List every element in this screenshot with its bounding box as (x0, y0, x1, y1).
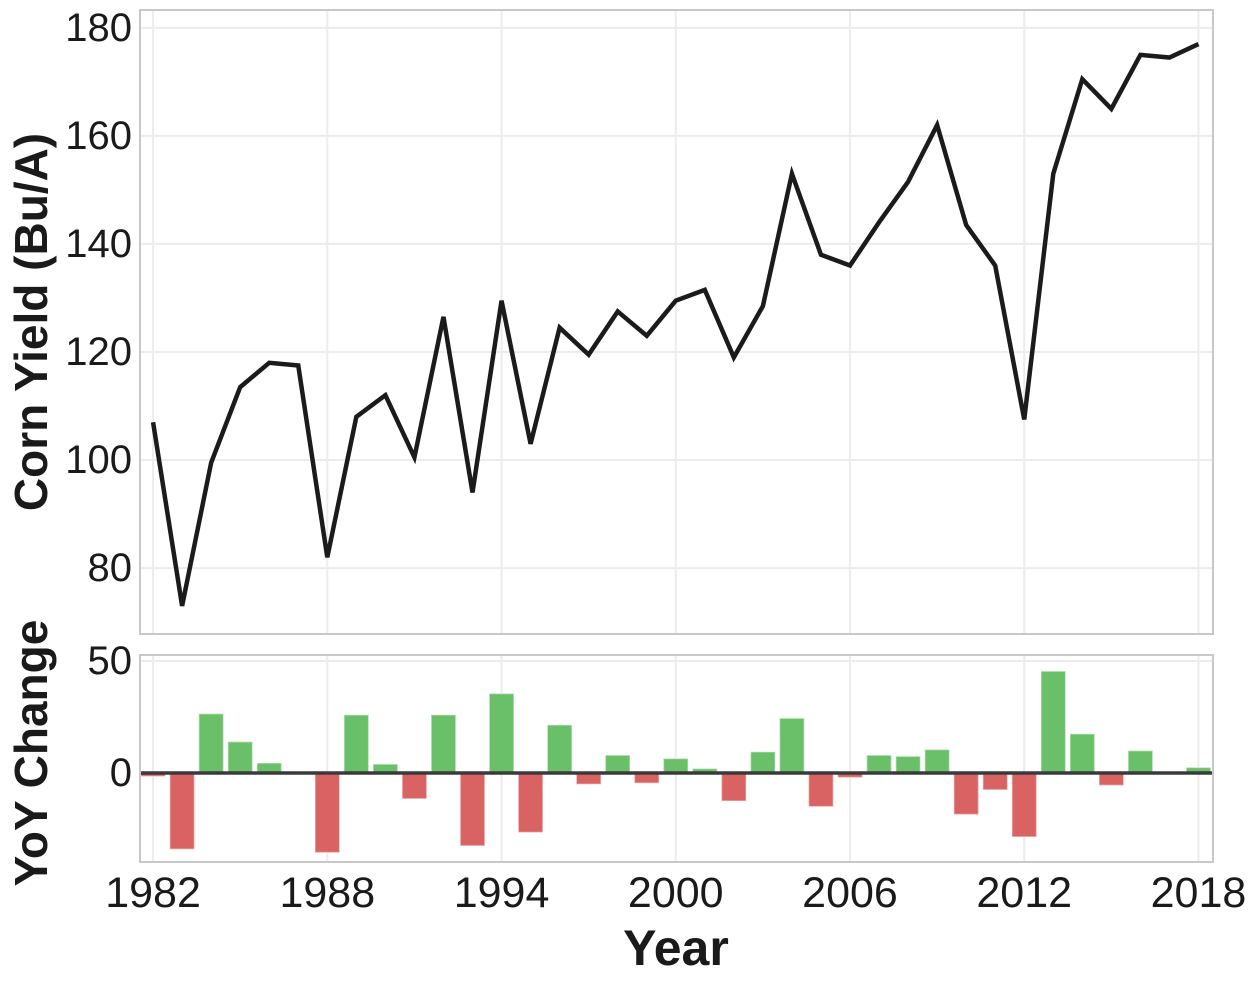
yoy-bar-2016 (1127, 749, 1154, 774)
panel-border-yield (139, 9, 1214, 635)
yoy-bar-2005 (807, 772, 835, 808)
x-tick-label-2012: 2012 (976, 869, 1072, 917)
yoy-bar-2003 (749, 751, 776, 774)
y-axis-title-yield: Corn Yield (Bu/A) (5, 133, 57, 511)
y-tick-label-100: 100 (65, 438, 132, 482)
yoy-tick-label-50: 50 (88, 639, 133, 683)
y-axis-title-yoy: YoY Change (5, 620, 57, 887)
yoy-bar-2002 (720, 772, 747, 802)
yoy-bar-2014 (1069, 733, 1096, 774)
yoy-bar-2000 (662, 757, 689, 774)
yoy-bar-1983 (169, 772, 196, 850)
yoy-bar-2010 (953, 772, 980, 816)
x-tick-label-2018: 2018 (1151, 869, 1247, 917)
yoy-bar-2013 (1040, 670, 1067, 774)
y-tick-label-80: 80 (88, 546, 133, 590)
yoy-bar-2015 (1098, 772, 1125, 787)
corn-yield-line (150, 41, 1200, 607)
yoy-bar-2004 (778, 717, 806, 774)
yoy-bar-1998 (604, 754, 631, 774)
yoy-bar-2011 (982, 772, 1009, 791)
yoy-bar-2009 (924, 748, 951, 774)
x-tick-label-2000: 2000 (628, 869, 724, 917)
x-axis-title-year: Year (623, 920, 729, 976)
yoy-bar-1995 (517, 772, 544, 834)
y-tick-label-180: 180 (65, 6, 132, 50)
y-tick-label-120: 120 (65, 330, 132, 374)
yoy-bar-1996 (546, 724, 573, 774)
yoy-tick-label-0: 0 (110, 751, 132, 795)
yoy-bar-1989 (343, 714, 370, 774)
yoy-bar-1993 (459, 772, 486, 847)
x-tick-label-1982: 1982 (105, 869, 201, 917)
yoy-bar-2012 (1011, 772, 1038, 838)
yoy-bar-1985 (227, 740, 254, 774)
yoy-bar-2008 (895, 755, 922, 774)
yoy-bar-1992 (430, 714, 457, 774)
y-tick-label-140: 140 (65, 222, 132, 266)
yoy-bar-1984 (198, 712, 225, 774)
yoy-bar-1988 (314, 772, 341, 854)
yoy-bar-1994 (488, 692, 515, 774)
panel-border-yoy (139, 654, 1214, 863)
x-tick-label-1994: 1994 (454, 869, 550, 917)
yoy-bar-2007 (865, 754, 893, 774)
x-tick-label-1988: 1988 (279, 869, 375, 917)
yoy-bar-1991 (401, 772, 428, 800)
x-tick-label-2006: 2006 (802, 869, 898, 917)
y-tick-label-160: 160 (65, 114, 132, 158)
